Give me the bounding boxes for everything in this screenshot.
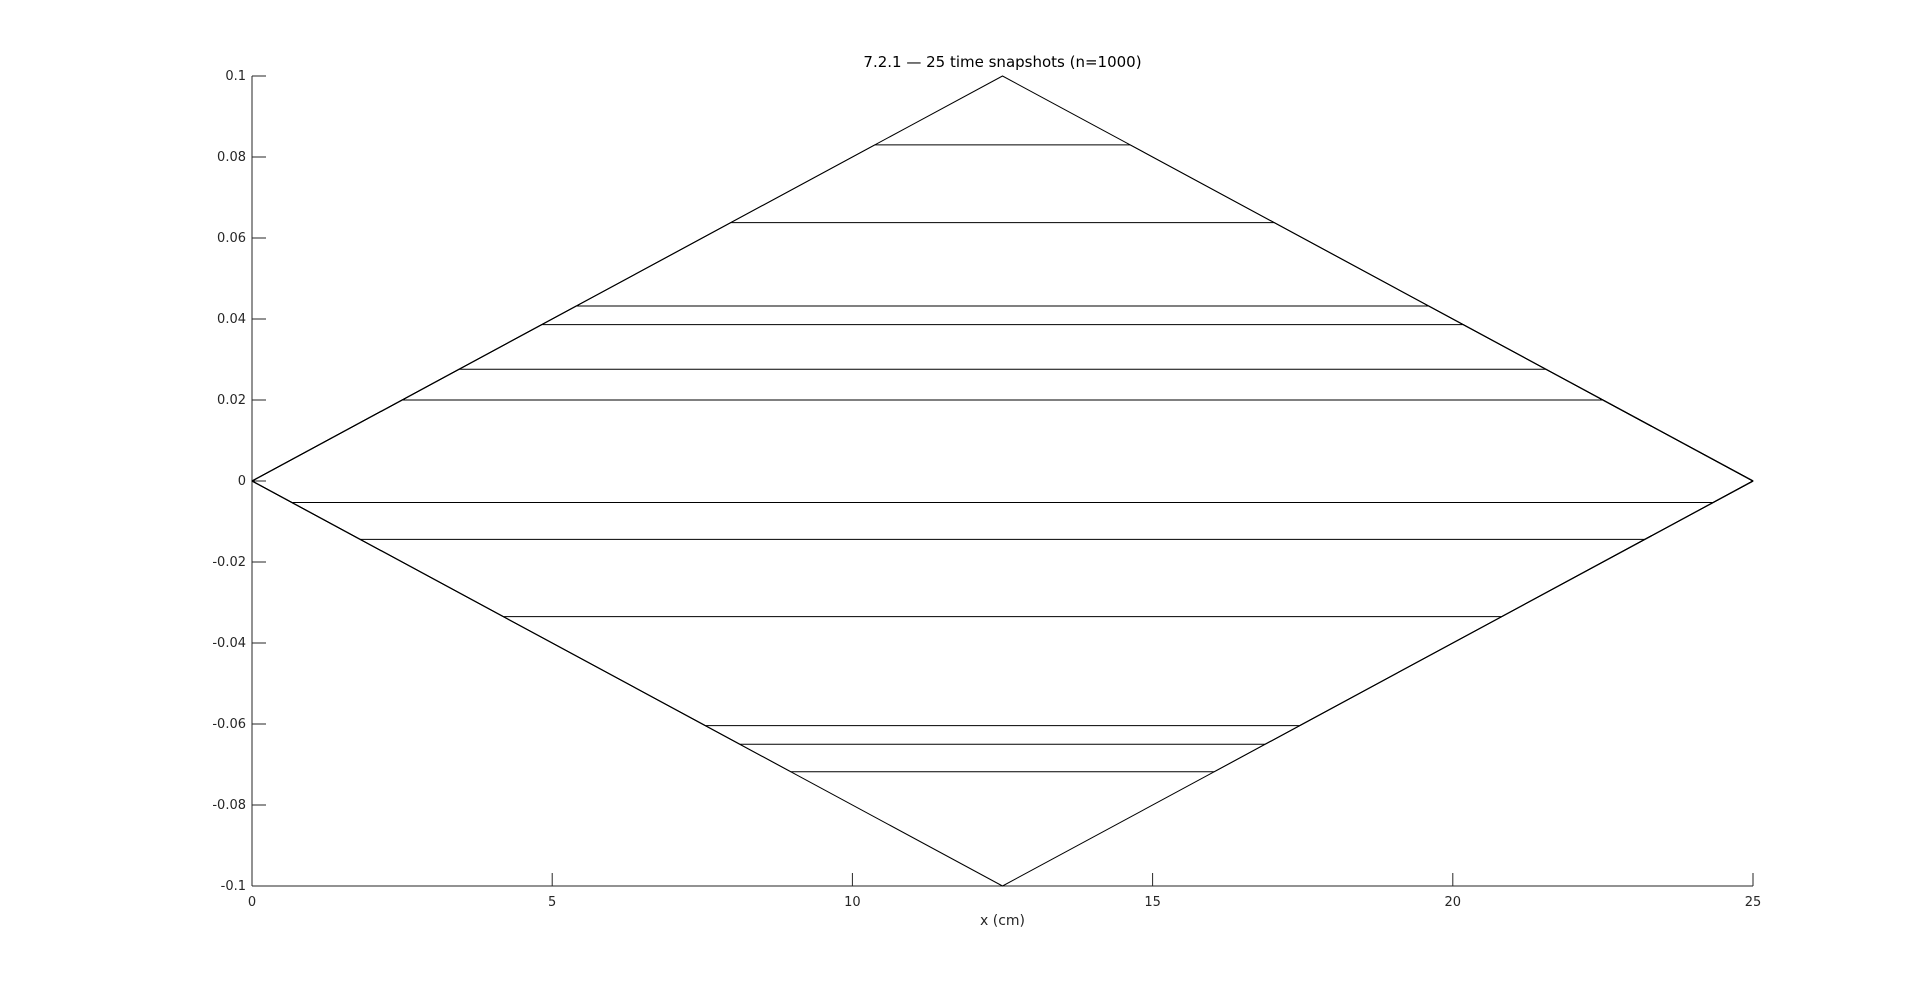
snapshot-line (251, 480, 1754, 503)
x-tick-label: 5 (548, 895, 556, 910)
x-tick-label: 20 (1445, 895, 1462, 910)
snapshot-line (251, 480, 1754, 887)
snapshot-line (251, 480, 1754, 773)
snapshot-line (251, 480, 1754, 618)
y-tick-label: -0.06 (212, 717, 246, 732)
snapshot-line (251, 368, 1754, 482)
y-tick-label: -0.08 (212, 798, 246, 813)
x-axis-label: x (cm) (980, 913, 1025, 929)
axes: 0 5 10 15 20 25 0.1 0.08 0.06 0.04 0.02 0 -0.02 -0.04… (212, 69, 1761, 910)
snapshot-line (251, 144, 1754, 482)
snapshot-line (251, 222, 1754, 482)
x-tick-label: 15 (1144, 895, 1161, 910)
snapshot-line (251, 75, 1754, 482)
x-tick-label: 25 (1745, 895, 1762, 910)
y-tick-label: 0.06 (217, 231, 246, 246)
snapshot-line (251, 305, 1754, 482)
y-tick-label: 0 (238, 474, 246, 489)
y-tick-label: 0.08 (217, 150, 246, 165)
y-tick-label: 0.02 (217, 393, 246, 408)
y-tick-label: -0.04 (212, 636, 246, 651)
snapshot-line (251, 480, 1754, 727)
y-tick-label: 0.04 (217, 312, 246, 327)
snapshot-line (251, 399, 1754, 482)
x-tick-label: 0 (248, 895, 256, 910)
snapshot-line (251, 324, 1754, 482)
y-tick-label: -0.1 (221, 879, 246, 894)
snapshot-line (251, 480, 1754, 540)
x-tick-label: 10 (844, 895, 861, 910)
y-tick-label: 0.1 (225, 69, 246, 84)
series-group (251, 75, 1754, 887)
snapshot-line (251, 480, 1754, 745)
y-tick-label: -0.02 (212, 555, 246, 570)
chart-title: 7.2.1 — 25 time snapshots (n=1000) (863, 53, 1141, 71)
